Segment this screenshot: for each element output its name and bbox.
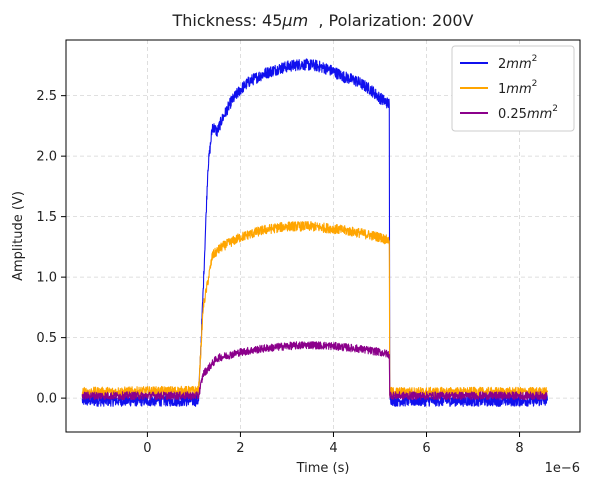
x-tick-label: 6 (422, 441, 430, 456)
ticks: 0 2 4 6 8 0.0 0.5 1.0 1.5 2.0 2.5 (36, 89, 523, 456)
y-tick-label: 2.5 (36, 89, 57, 104)
plot-frame (65, 39, 581, 433)
legend-label: 0.25mm2 (498, 104, 558, 122)
legend: 2mm2 1mm2 0.25mm2 (451, 45, 575, 132)
legend-box (451, 45, 575, 132)
legend-label: 1mm2 (498, 79, 537, 97)
x-tick-label: 8 (515, 441, 523, 456)
title-suffix: , Polarization: 200V (308, 11, 473, 30)
y-tick-label: 0.0 (36, 392, 57, 407)
y-tick-label: 0.5 (36, 331, 57, 346)
x-tick-label: 0 (143, 441, 151, 456)
x-axis-label: Time (s) (296, 461, 350, 476)
x-tick-label: 2 (236, 441, 244, 456)
title-m: m (293, 11, 309, 30)
series-line-1mm2 (81, 221, 548, 398)
series-layer (81, 58, 548, 407)
legend-label: 2mm2 (498, 54, 537, 72)
chart-title: Thickness: 45μm , Polarization: 200V (172, 11, 474, 30)
y-tick-label: 1.5 (36, 210, 57, 225)
x-axis-offset-label: 1e−6 (545, 461, 580, 476)
x-tick-label: 4 (329, 441, 337, 456)
title-prefix: Thickness: 45 (172, 11, 283, 30)
title-mu: μ (281, 11, 292, 30)
y-axis-label: Amplitude (V) (11, 191, 26, 281)
series-line-2mm2 (81, 58, 548, 407)
series-line-0.25mm2 (81, 341, 548, 401)
y-tick-label: 1.0 (36, 271, 57, 286)
y-tick-label: 2.0 (36, 150, 57, 165)
